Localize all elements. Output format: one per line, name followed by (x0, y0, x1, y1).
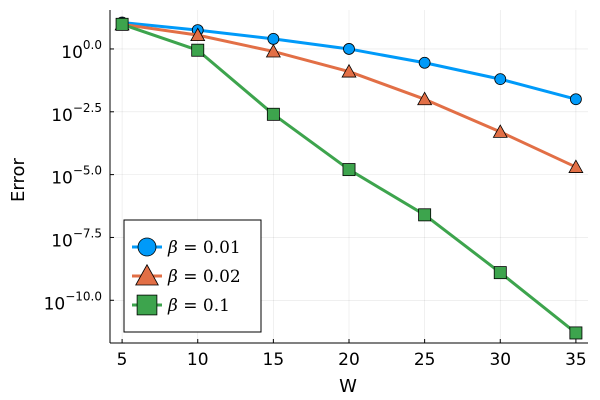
x-tick-label: 30 (489, 350, 511, 370)
data-point (341, 63, 357, 78)
data-point (569, 326, 583, 340)
data-point (342, 163, 356, 177)
data-point (417, 91, 433, 106)
y-tick-label: 10−10.0 (44, 289, 102, 314)
x-tick-label: 35 (565, 350, 587, 370)
legend-label: β = 0.01 (167, 238, 241, 258)
x-tick-label: 5 (117, 350, 128, 370)
data-point (418, 56, 431, 69)
legend-marker (136, 294, 158, 316)
legend-marker (137, 237, 157, 257)
y-tick-label: 10−2.5 (51, 101, 102, 126)
x-tick-label: 20 (338, 350, 360, 370)
data-point (568, 159, 584, 173)
series-group (115, 17, 583, 340)
legend-marker (135, 263, 159, 286)
data-point (190, 27, 206, 42)
y-tick-label: 10−7.5 (51, 226, 102, 251)
series (114, 16, 584, 340)
data-point (492, 124, 508, 138)
data-point (418, 208, 432, 222)
legend-label: β = 0.1 (167, 296, 230, 316)
y-tick-label: 100.0 (61, 38, 102, 63)
x-axis-title: W (339, 376, 357, 397)
data-point (343, 43, 355, 55)
axes: 5 10 15 20 25 30 35 100.0 10−2.5 10−5.0 10−7.5 10−1… (44, 10, 588, 370)
data-point (267, 33, 280, 45)
y-tick-label: 10−5.0 (51, 164, 102, 189)
data-point (493, 266, 507, 280)
data-point (494, 73, 507, 86)
data-point (115, 17, 129, 31)
y-axis-title: Error (8, 157, 29, 201)
legend-label: β = 0.02 (167, 267, 241, 287)
x-tick-label: 25 (414, 350, 436, 370)
x-tick-label: 10 (187, 350, 209, 370)
data-point (265, 43, 281, 58)
data-point (191, 43, 205, 57)
data-point (569, 93, 582, 106)
legend: β = 0.01 β = 0.02 β = 0.1 (123, 219, 262, 333)
x-tick-label: 15 (263, 350, 285, 370)
data-point (266, 107, 280, 121)
